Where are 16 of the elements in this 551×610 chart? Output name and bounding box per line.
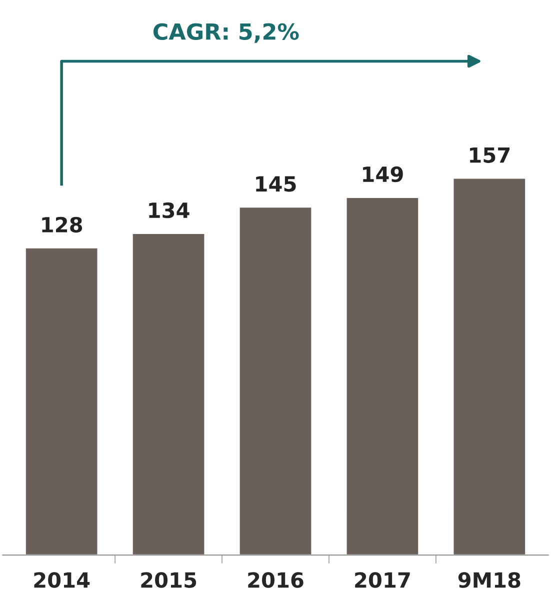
x-tick-label: 2014 bbox=[34, 572, 90, 588]
data-label: 145 bbox=[256, 176, 296, 192]
bar bbox=[345, 196, 420, 556]
x-tick-label: 2016 bbox=[248, 572, 304, 588]
data-label: 128 bbox=[42, 216, 82, 233]
bar bbox=[452, 177, 526, 556]
data-label: 157 bbox=[470, 147, 510, 163]
x-tick-label: 9M18 bbox=[458, 572, 520, 588]
bar bbox=[131, 232, 206, 556]
bar bbox=[24, 247, 99, 556]
text: CAGR: 5,2% bbox=[153, 23, 299, 43]
data-label: 134 bbox=[149, 202, 190, 218]
bar bbox=[238, 206, 313, 556]
x-tick-label: 2017 bbox=[355, 572, 410, 588]
x-tick-label: 2015 bbox=[141, 572, 196, 588]
data-label: 149 bbox=[363, 166, 403, 182]
